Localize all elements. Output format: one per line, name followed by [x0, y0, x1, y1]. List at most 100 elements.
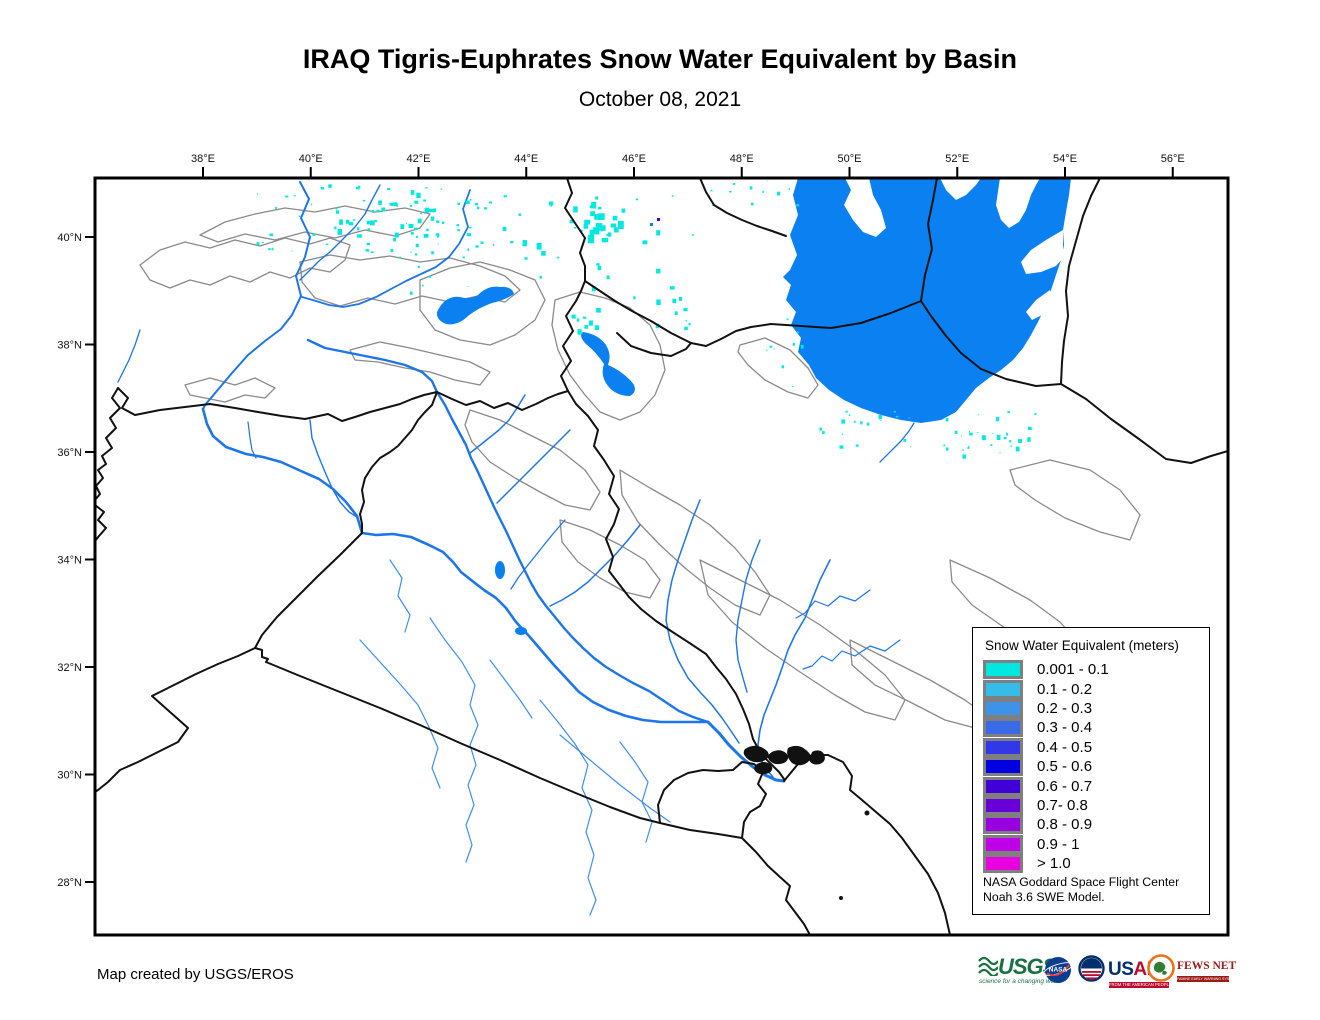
snow-speckle: [893, 411, 896, 413]
snow-speckle: [394, 232, 399, 238]
snow-speckle: [598, 206, 602, 210]
marshland: [754, 762, 773, 775]
snow-speckle: [598, 213, 605, 220]
basin-boundary: [849, 639, 986, 729]
snow-speckle: [786, 318, 789, 321]
snow-speckle: [357, 227, 360, 231]
snow-speckle: [594, 325, 600, 331]
legend-swatch: [983, 776, 1023, 796]
snow-speckle: [556, 256, 560, 259]
snow-speckle: [577, 329, 582, 335]
snow-speckle: [977, 431, 979, 434]
snow-speckle: [1006, 433, 1009, 436]
snow-speckle: [367, 228, 371, 231]
legend-swatch: [983, 660, 1023, 680]
azerbaijan-border: [699, 178, 787, 237]
fews-globe-icon: [1147, 954, 1175, 982]
caspian-notch: [844, 178, 886, 237]
snow-speckle: [466, 233, 471, 237]
lon-tick-label: 46°E: [622, 153, 646, 165]
euphrates-river: [201, 407, 710, 724]
snow-speckle: [674, 311, 678, 315]
snow-speckle: [428, 275, 432, 278]
snow-speckle: [337, 229, 342, 235]
snow-speckle: [684, 326, 688, 331]
caspian-notch: [940, 178, 981, 200]
legend-label: 0.7- 0.8: [1037, 796, 1088, 814]
nasa-logo: NASA: [1043, 956, 1073, 984]
snow-speckle: [796, 204, 800, 207]
basin-boundary: [139, 237, 351, 289]
snow-speckle: [492, 244, 495, 246]
snow-speckle: [982, 437, 984, 439]
snow-speckle: [606, 233, 610, 237]
little-zab-river: [496, 429, 571, 504]
iraq-iran-border: [567, 390, 785, 780]
legend-swatch: [983, 834, 1023, 854]
snow-speckle: [480, 241, 484, 244]
legend-row: 0.4 - 0.5: [983, 737, 1199, 757]
snow-speckle: [656, 268, 661, 274]
basin-boundary: [464, 409, 601, 511]
legend-swatch: [983, 815, 1023, 835]
caspian-bay: [996, 178, 1040, 228]
karun-upper-branch: [802, 639, 901, 670]
snow-speckle: [1034, 413, 1037, 415]
wadi-stream: [539, 699, 597, 916]
snow-speckle: [968, 431, 971, 433]
svg-text:NASA: NASA: [1049, 967, 1068, 974]
legend-label: 0.6 - 0.7: [1037, 777, 1093, 795]
khabur-river: [309, 419, 358, 518]
snow-speckle: [417, 218, 422, 224]
snow-speckle: [954, 430, 958, 434]
snow-speckle: [457, 202, 460, 205]
snow-speckle: [1009, 440, 1012, 443]
snow-speckle: [710, 189, 713, 192]
adhaim-river: [510, 519, 566, 590]
snow-speckle: [733, 183, 736, 186]
snow-speckle: [1003, 436, 1007, 439]
snow-cover-layer: [256, 180, 1037, 459]
snow-speckle: [688, 322, 691, 326]
snow-speckle: [362, 199, 366, 202]
usgs-tagline: science for a changing world: [979, 978, 1062, 985]
snow-speckle: [880, 419, 882, 421]
snow-speckle: [583, 316, 587, 319]
lon-tick-label: 44°E: [514, 153, 538, 165]
lake-van: [436, 286, 514, 325]
snow-speckle: [426, 228, 429, 232]
legend-label: 0.2 - 0.3: [1037, 699, 1093, 717]
legend-swatch: [983, 718, 1023, 738]
snow-speckle: [1007, 411, 1011, 414]
snow-speckle: [596, 263, 600, 266]
snow-speckle: [621, 208, 626, 213]
basin-boundary: [1009, 459, 1141, 541]
lon-tick-label: 50°E: [838, 153, 862, 165]
great-zab-river: [469, 394, 526, 454]
snow-speckle: [945, 418, 949, 422]
map-frame: [93, 176, 1230, 937]
caspian-region-borders: [920, 178, 1228, 464]
lon-tick-label: 48°E: [730, 153, 754, 165]
snow-speckle: [978, 414, 980, 416]
turkey-syria-border: [117, 387, 438, 422]
snow-speckle: [853, 420, 856, 423]
snow-speckle: [414, 200, 419, 204]
snow-speckle: [781, 365, 785, 369]
snow-speckle: [1010, 445, 1012, 447]
snow-speckle: [749, 186, 753, 190]
snow-speckle: [420, 212, 423, 215]
basin-boundary: [699, 559, 906, 721]
fews-wordmark: FEWS NET: [1177, 960, 1237, 972]
snow-speckle: [293, 195, 296, 197]
kharg-island: [864, 810, 870, 816]
snow-speckle: [335, 207, 338, 210]
snow-speckle: [422, 284, 424, 287]
snow-speckle: [596, 308, 601, 313]
snow-speckle: [656, 230, 661, 236]
snow-speckle: [424, 207, 430, 213]
dez-river: [735, 539, 761, 693]
axis-layer: 38°E 40°E 42°E 44°E 46°E 48°E 50°E 52°E 54°E 56°E…: [57, 153, 1184, 889]
gulf-island: [839, 896, 843, 900]
snow-speckle: [467, 248, 470, 251]
